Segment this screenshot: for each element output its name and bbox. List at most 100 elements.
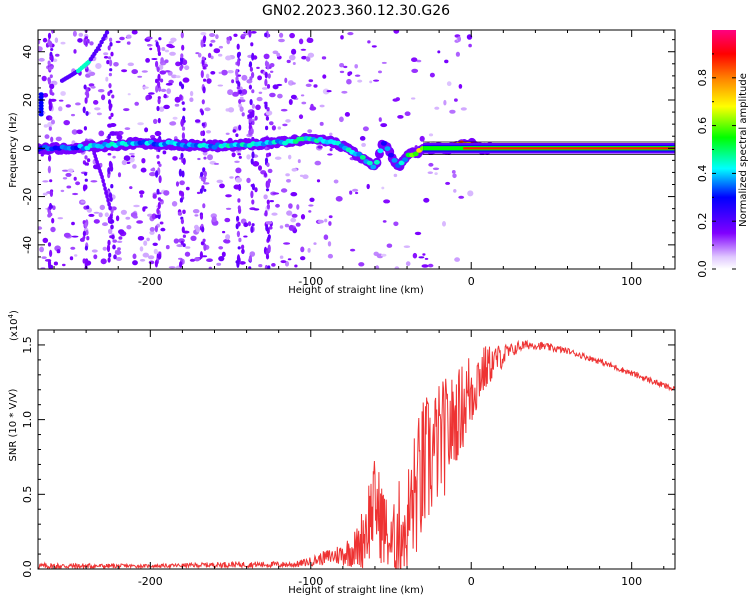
streak-blob	[199, 214, 204, 220]
streak-blob	[201, 56, 205, 61]
noise-blob	[284, 77, 288, 84]
streak-blob	[83, 126, 87, 131]
noise-blob	[317, 219, 324, 224]
edge-blob	[38, 109, 44, 114]
noise-blob	[43, 124, 49, 128]
noise-blob	[200, 241, 205, 246]
noise-blob	[339, 70, 345, 74]
noise-blob	[286, 179, 291, 183]
streak-blob	[154, 259, 158, 268]
noise-blob	[221, 69, 228, 76]
noise-blob	[95, 63, 102, 69]
noise-blob	[257, 75, 262, 81]
noise-blob	[339, 62, 345, 68]
noise-blob	[107, 152, 112, 156]
noise-blob	[163, 104, 170, 110]
noise-blob	[241, 33, 247, 37]
noise-blob	[419, 135, 425, 142]
noise-blob	[355, 191, 359, 195]
noise-blob	[153, 118, 158, 124]
noise-blob	[42, 93, 49, 98]
noise-blob	[143, 240, 148, 246]
noise-blob	[99, 204, 106, 211]
noise-blob	[308, 210, 312, 213]
noise-blob	[56, 249, 61, 254]
noise-blob	[78, 32, 84, 37]
noise-blob	[252, 161, 260, 167]
noise-blob	[149, 47, 153, 51]
noise-blob	[60, 189, 65, 193]
noise-blob	[251, 103, 255, 109]
x-tick-label: -100	[298, 575, 323, 588]
noise-blob	[432, 167, 440, 171]
noise-blob	[378, 70, 382, 74]
noise-blob	[42, 180, 49, 183]
noise-blob	[354, 74, 361, 77]
noise-blob	[352, 188, 359, 192]
noise-blob	[434, 106, 440, 110]
streak-blob	[180, 83, 185, 90]
noise-blob	[276, 83, 283, 87]
x-tick-label: -200	[138, 575, 163, 588]
noise-blob	[309, 197, 315, 202]
y-tick-label: 1.0	[21, 411, 34, 429]
noise-blob	[254, 115, 258, 121]
noise-blob	[444, 59, 449, 64]
noise-blob	[118, 236, 123, 240]
noise-blob	[237, 153, 242, 156]
noise-blob	[218, 45, 223, 49]
streak-blob	[182, 234, 186, 238]
noise-blob	[182, 77, 190, 83]
noise-blob	[321, 56, 327, 60]
noise-blob	[206, 258, 213, 263]
streak-blob	[49, 179, 53, 183]
noise-blob	[218, 71, 222, 74]
edge-blob	[38, 103, 44, 108]
noise-blob	[93, 254, 98, 260]
noise-blob	[154, 130, 162, 137]
streak-blob	[236, 215, 240, 222]
streak-blob	[48, 209, 52, 218]
noise-blob	[227, 89, 234, 96]
noise-blob	[341, 90, 348, 94]
noise-blob	[289, 32, 295, 39]
noise-blob	[275, 203, 280, 208]
chirp-blob	[97, 43, 103, 48]
streak-blob	[180, 218, 184, 225]
spectrogram-frame	[37, 29, 676, 270]
ridge-blob	[388, 152, 394, 158]
edge-blob	[38, 106, 44, 111]
noise-blob	[288, 99, 293, 105]
streak-blob	[248, 30, 252, 38]
streak-blob	[266, 203, 270, 210]
noise-blob	[195, 226, 201, 233]
noise-blob	[65, 104, 72, 108]
noise-blob	[317, 145, 323, 149]
noise-blob	[137, 75, 143, 78]
streak-blob	[179, 197, 183, 203]
noise-blob	[458, 84, 463, 89]
noise-blob	[460, 107, 467, 111]
streak-blob	[251, 151, 255, 159]
noise-blob	[177, 211, 182, 216]
streak-blob	[238, 99, 242, 104]
noise-blob	[222, 230, 226, 234]
streak-blob	[47, 32, 52, 40]
streak-blob	[106, 244, 111, 253]
noise-blob	[165, 245, 170, 250]
noise-blob	[145, 36, 153, 40]
noise-blob	[149, 227, 155, 232]
branch-blob	[105, 193, 109, 199]
streak-blob	[110, 51, 114, 57]
branch-blob	[109, 214, 113, 220]
svg-text:(x104): (x104)	[7, 310, 20, 341]
noise-blob	[58, 106, 63, 112]
y-tick-label: 40	[21, 45, 34, 59]
noise-blob	[163, 190, 170, 196]
ridge-blob	[412, 151, 419, 157]
noise-blob	[164, 49, 169, 53]
noise-blob	[328, 215, 333, 219]
noise-blob	[52, 205, 56, 210]
noise-blob	[100, 258, 107, 265]
